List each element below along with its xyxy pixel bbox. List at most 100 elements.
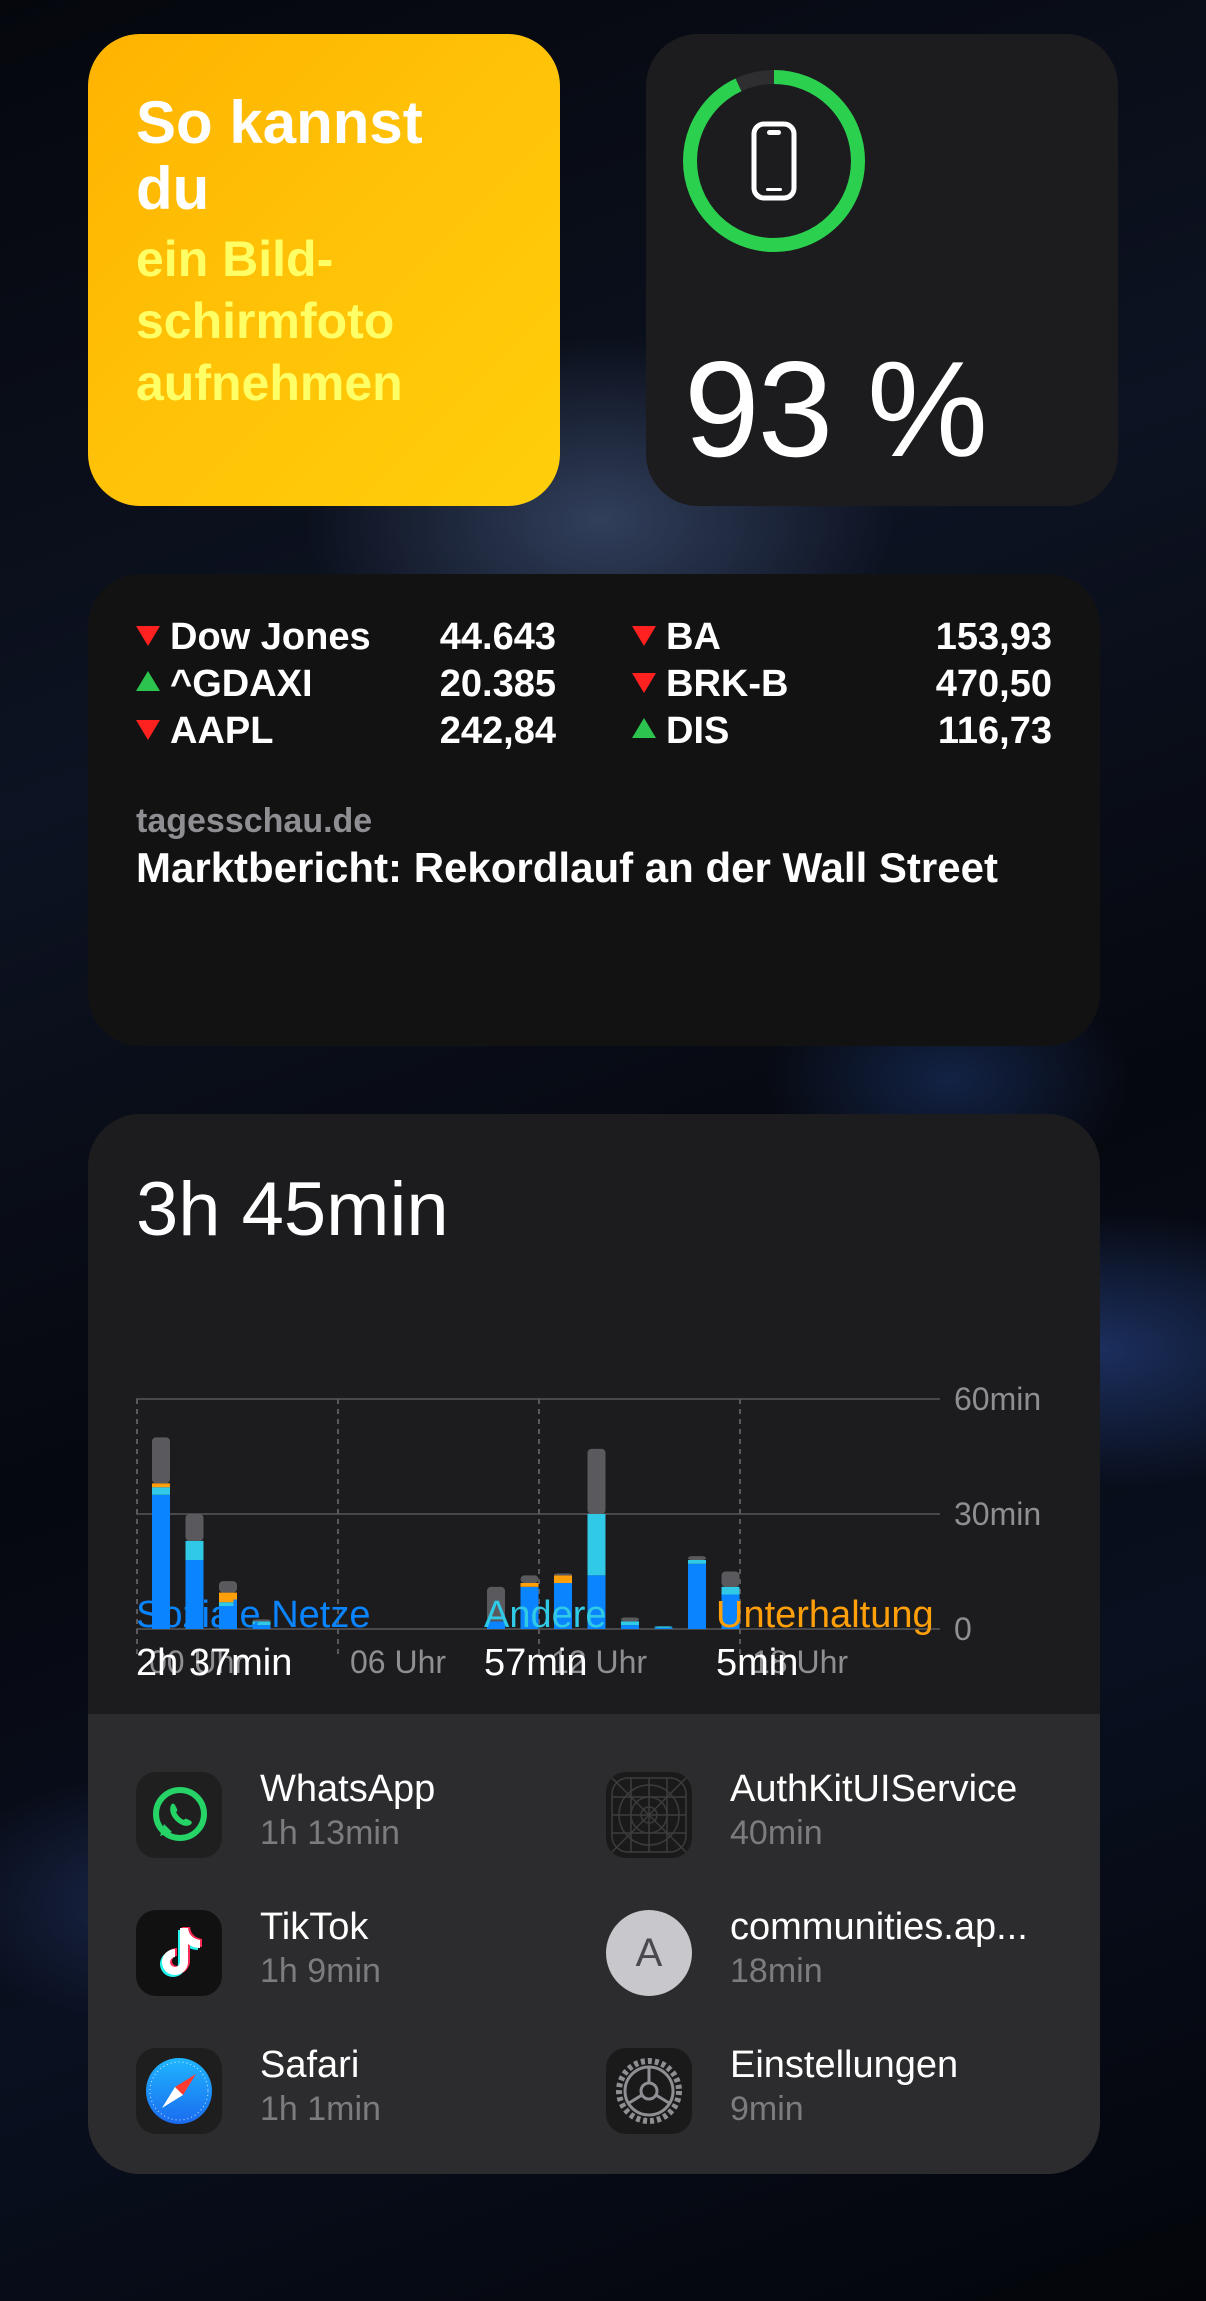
category-label: Unterhaltung xyxy=(716,1594,934,1636)
usage-chart: 60min 30min 0 00 Uhr 06 Uhr 12 Uhr 18 Uhr xyxy=(136,1381,1041,1680)
screen-time-total: 3h 45min xyxy=(136,1167,449,1252)
news-source: tagesschau.de xyxy=(136,802,373,840)
stock-row[interactable]: AAPL 242,84 xyxy=(136,708,556,754)
bar-segment xyxy=(252,1621,271,1626)
stock-symbol: Dow Jones xyxy=(136,614,371,660)
bar-segment xyxy=(688,1560,706,1564)
y-tick-label: 0 xyxy=(954,1611,972,1647)
app-time: 1h 9min xyxy=(260,1952,381,1990)
screen-time-widget[interactable]: 3h 45min 60min 30min 0 00 Uhr 06 Uhr 12 Uhr 18… xyxy=(88,1114,1100,2174)
x-tick-label: 18 Uhr xyxy=(752,1644,848,1680)
battery-widget[interactable]: 93 % xyxy=(646,34,1118,506)
stock-symbol: AAPL xyxy=(136,708,273,754)
app-name: communities.ap... xyxy=(730,1906,1028,1948)
top-apps-list: WhatsApp 1h 13min AuthKitUIService 40min xyxy=(88,1714,1100,2174)
y-tick-label: 30min xyxy=(954,1496,1041,1532)
stock-row[interactable]: ^GDAXI 20.385 xyxy=(136,661,556,707)
stock-value: 20.385 xyxy=(439,663,556,705)
bar-segment xyxy=(152,1487,170,1495)
bar-segment xyxy=(654,1626,673,1628)
bar-segment xyxy=(152,1494,170,1629)
stock-symbol-text: ^GDAXI xyxy=(170,663,313,705)
category-entertainment: Unterhaltung 5min xyxy=(716,1592,934,1688)
bar-segment xyxy=(554,1583,572,1629)
bar-segment xyxy=(554,1575,572,1583)
bar-segment xyxy=(520,1586,539,1629)
bar-segment xyxy=(621,1625,639,1629)
stock-symbol-text: BRK-B xyxy=(666,663,789,705)
category-label: Andere xyxy=(484,1594,607,1636)
trend-down-icon xyxy=(136,626,160,646)
x-tick-label: 12 Uhr xyxy=(551,1644,647,1680)
bar-segment xyxy=(554,1573,572,1576)
bar-segment xyxy=(688,1563,706,1629)
settings-gear-icon xyxy=(606,2048,692,2134)
bar-segment xyxy=(185,1560,204,1629)
bar-segment xyxy=(520,1575,539,1583)
bar-segment xyxy=(654,1627,673,1629)
x-tick-label: 00 Uhr xyxy=(149,1644,245,1680)
stock-symbol-text: AAPL xyxy=(170,710,274,752)
category-value: 2h 37min xyxy=(136,1642,293,1684)
stock-row[interactable]: DIS 116,73 xyxy=(632,708,1052,754)
bar-segment xyxy=(152,1437,170,1484)
bar-segment xyxy=(587,1514,606,1576)
stock-value: 44.643 xyxy=(439,616,556,658)
app-name: AuthKitUIService xyxy=(730,1768,1018,1810)
bar-segment xyxy=(487,1621,505,1629)
stock-symbol: BRK-B xyxy=(632,661,788,707)
stock-row[interactable]: BA 153,93 xyxy=(632,614,1052,660)
bar-segment xyxy=(587,1575,606,1629)
category-other: Andere 57min xyxy=(484,1592,607,1688)
stock-symbol-text: DIS xyxy=(666,710,730,752)
app-time: 40min xyxy=(730,1814,823,1852)
bar-segment xyxy=(688,1556,706,1560)
bar-segment xyxy=(721,1571,740,1587)
bar-segment xyxy=(721,1594,740,1629)
bar-segment xyxy=(487,1586,505,1622)
trend-up-icon xyxy=(632,718,656,738)
app-name: Safari xyxy=(260,2044,360,2086)
tips-title: So kannst du xyxy=(136,89,423,222)
stock-value: 153,93 xyxy=(935,616,1052,658)
battery-percentage: 93 % xyxy=(684,333,988,485)
stock-symbol: DIS xyxy=(632,708,729,754)
stock-value: 242,84 xyxy=(439,710,556,752)
app-time: 1h 13min xyxy=(260,1814,400,1852)
trend-down-icon xyxy=(632,626,656,646)
y-tick-label: 60min xyxy=(954,1381,1041,1417)
tips-subtitle: ein Bild­schirmfoto aufnehmen xyxy=(136,231,403,411)
tips-widget[interactable]: So kannst du ein Bild­schirmfoto aufnehm… xyxy=(88,34,560,506)
category-value: 57min xyxy=(484,1642,588,1684)
news-headline[interactable]: Marktbericht: Rekordlauf an der Wall Str… xyxy=(136,844,998,891)
battery-ring xyxy=(683,70,865,252)
trend-down-icon xyxy=(136,720,160,740)
trend-down-icon xyxy=(632,673,656,693)
app-time: 1h 1min xyxy=(260,2090,381,2128)
bar-segment xyxy=(252,1619,271,1622)
stock-symbol: BA xyxy=(632,614,721,660)
bar-segment xyxy=(219,1606,237,1629)
bar-segment xyxy=(219,1592,237,1603)
app-name: TikTok xyxy=(260,1906,369,1948)
iphone-icon xyxy=(751,121,797,201)
stock-row[interactable]: Dow Jones 44.643 xyxy=(136,614,556,660)
bar-segment xyxy=(621,1617,639,1622)
app-time: 9min xyxy=(730,2090,804,2128)
bar-segment xyxy=(621,1621,639,1626)
category-value: 5min xyxy=(716,1642,799,1684)
bar-segment xyxy=(721,1586,740,1595)
bar-segment xyxy=(152,1483,170,1488)
category-social: Soziale Netze 2h 37min xyxy=(136,1592,370,1688)
letter-a-icon: A xyxy=(606,1910,692,1996)
stock-symbol: ^GDAXI xyxy=(136,661,313,707)
bar-segment xyxy=(185,1514,204,1541)
stock-value: 470,50 xyxy=(935,663,1052,705)
safari-icon xyxy=(136,2048,222,2134)
bar-segment xyxy=(185,1540,204,1560)
whatsapp-icon xyxy=(136,1772,222,1858)
bar-segment xyxy=(219,1602,237,1606)
stock-row[interactable]: BRK-B 470,50 xyxy=(632,661,1052,707)
stocks-widget[interactable]: Dow Jones 44.643 ^GDAXI 20.385 AAPL 242,84 BA 1… xyxy=(88,574,1100,1046)
stock-value: 116,73 xyxy=(937,710,1052,752)
